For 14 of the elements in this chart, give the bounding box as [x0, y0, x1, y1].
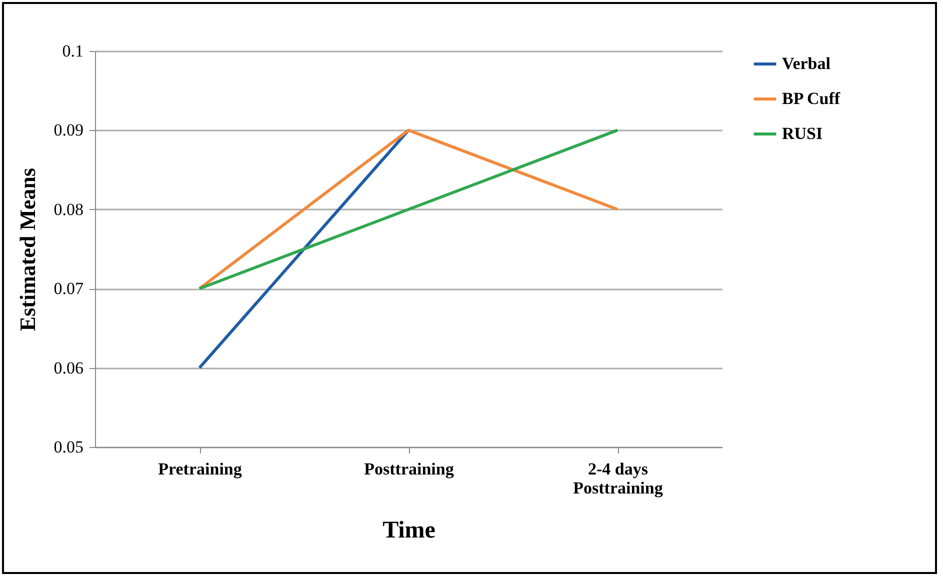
y-axis-title: Estimated Means	[14, 167, 40, 332]
y-tick-label: 0.1	[62, 42, 84, 60]
legend-label: Verbal	[782, 54, 831, 73]
y-tick-label: 0.05	[54, 438, 84, 456]
x-tick-label: 2-4 days Posttraining	[573, 460, 664, 498]
x-axis-title: Time	[382, 518, 436, 544]
y-tick-label: 0.06	[54, 358, 84, 378]
y-tick-label: 0.07	[54, 279, 84, 298]
y-tick-label: 0.08	[54, 200, 84, 219]
x-tick-label: Posttraining	[364, 460, 454, 478]
x-tick-label: Pretraining	[158, 460, 242, 478]
legend-label: RUSI	[782, 124, 824, 143]
legend-label: BP Cuff	[782, 89, 840, 108]
y-tick-label: 0.09	[54, 120, 84, 140]
